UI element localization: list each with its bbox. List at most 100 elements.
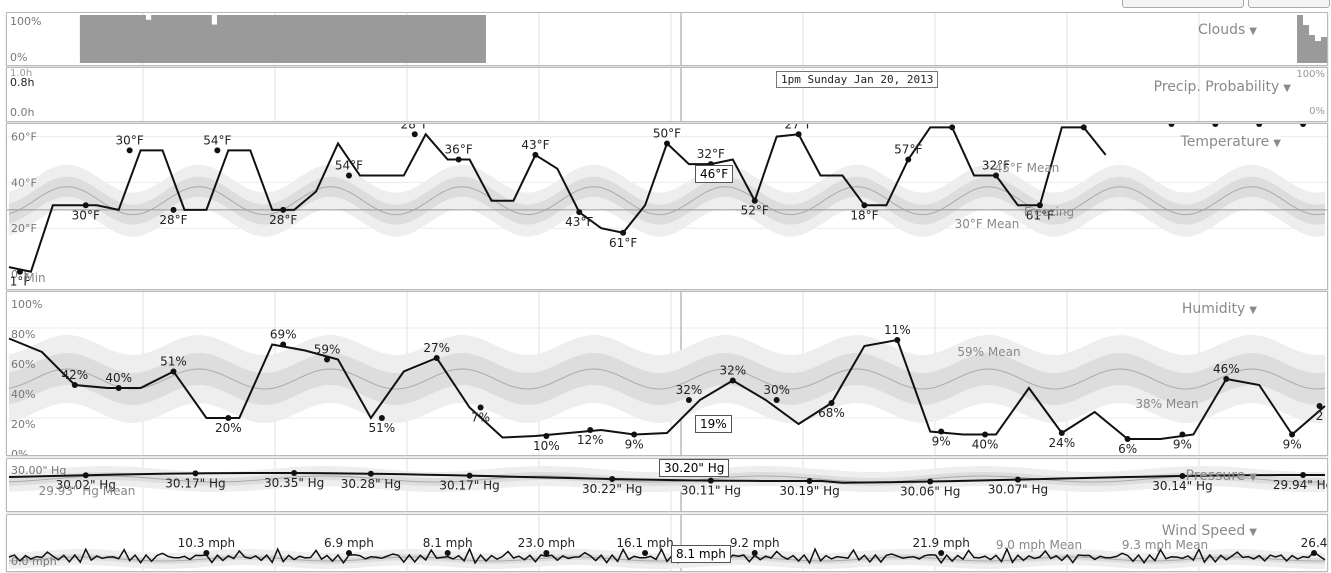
humidity-data-label: 9% — [625, 438, 644, 452]
precip-panel: Precip. Probability ▼ 1.0h 0.8h 0.0h 100%… — [6, 67, 1328, 122]
cloud-bar — [189, 15, 196, 63]
wind-data-label: 6.9 mph — [324, 536, 374, 550]
humidity-data-label: 6% — [1118, 442, 1137, 455]
clouds-title[interactable]: Clouds ▼ — [1198, 22, 1257, 38]
cloud-bar — [255, 15, 262, 63]
pressure-point — [1014, 476, 1021, 483]
humidity-point — [433, 355, 440, 361]
cloud-bar — [326, 15, 333, 63]
humidity-point — [1058, 430, 1065, 436]
precip-y-right-bottom: 0% — [1309, 106, 1325, 117]
cursor-date-label: 1pm Sunday Jan 20, 2013 — [776, 71, 939, 88]
chevron-down-icon: ▼ — [1273, 138, 1281, 149]
cloud-bar — [337, 15, 344, 63]
humidity-data-label: 59% — [314, 343, 341, 357]
wind-data-label: 23.0 mph — [518, 536, 575, 550]
cloud-bar — [249, 15, 256, 63]
wind-point — [543, 550, 550, 556]
pressure-mean-label: 29.93" Hg Mean — [39, 484, 136, 498]
temperature-data-label: 36°F — [445, 142, 473, 156]
cloud-bar — [233, 15, 240, 63]
cloud-bar — [244, 15, 251, 63]
top-right-button-2[interactable] — [1248, 0, 1330, 8]
pressure-data-label: 30.17" Hg — [165, 476, 225, 490]
wind-point — [345, 550, 352, 556]
humidity-data-label: 69% — [270, 328, 297, 342]
humidity-data-label: 32% — [719, 364, 746, 378]
temperature-point — [280, 206, 287, 213]
cloud-bar — [260, 15, 267, 63]
clouds-chart — [79, 13, 1327, 65]
temperature-point — [16, 268, 23, 275]
temperature-point — [1080, 124, 1087, 131]
humidity-point — [1124, 436, 1131, 442]
humidity-data-label: 20% — [215, 421, 242, 435]
humidity-point — [1316, 403, 1323, 409]
cloud-bar — [376, 15, 382, 63]
clouds-panel: Clouds ▼ 100% 0% — [6, 12, 1328, 66]
cloud-bar — [1315, 41, 1321, 63]
temperature-data-label: 57°F — [894, 142, 922, 156]
cloud-bar — [425, 15, 432, 63]
clouds-y-top: 100% — [10, 15, 42, 28]
range-band-outer — [9, 164, 1325, 237]
cloud-bar — [118, 15, 125, 63]
humidity-data-label: 11% — [884, 323, 911, 337]
cloud-bar — [321, 15, 327, 63]
wind-mean-label: 9.0 mph Mean — [996, 538, 1082, 552]
cloud-bar — [1297, 15, 1303, 63]
cloud-bar — [447, 15, 454, 63]
pressure-data-label: 30.11" Hg — [681, 484, 741, 498]
cloud-bar — [403, 15, 410, 63]
humidity-point — [477, 404, 484, 411]
cloud-bar — [310, 15, 316, 63]
pressure-title[interactable]: Pressure ▼ — [1185, 468, 1257, 484]
humidity-title[interactable]: Humidity ▼ — [1181, 301, 1257, 317]
humidity-point — [685, 397, 692, 403]
precip-y-right-top: 100% — [1296, 69, 1325, 80]
humidity-point — [115, 385, 122, 391]
cloud-bar — [288, 15, 295, 63]
temperature-panel: 60°F40°F20°F0°F1°F30°F30°F28°F54°F28°F54… — [6, 123, 1328, 290]
cloud-bar — [107, 15, 114, 63]
cloud-bar — [359, 15, 366, 63]
temperature-freezing-label: Freezing — [1024, 205, 1074, 219]
cloud-bar — [365, 15, 371, 63]
temperature-y-tick: 40°F — [11, 176, 37, 189]
temperature-data-label: 43°F — [565, 215, 593, 229]
temperature-point — [214, 147, 221, 154]
temperature-point — [82, 202, 89, 209]
pressure-point — [609, 476, 616, 483]
temperature-data-label: 1°F — [10, 275, 31, 289]
humidity-data-label: 12% — [577, 433, 604, 447]
pressure-point — [466, 472, 473, 479]
cloud-bar — [419, 15, 426, 63]
top-right-button[interactable] — [1122, 0, 1244, 8]
wind-title[interactable]: Wind Speed ▼ — [1161, 523, 1257, 539]
humidity-data-label: 51% — [160, 355, 187, 369]
temperature-data-label: 64°F — [1157, 124, 1185, 127]
mean-line — [8, 186, 1326, 216]
cloud-bar — [173, 15, 179, 63]
range-band-inner — [9, 176, 1325, 225]
temperature-title[interactable]: Temperature ▼ — [1180, 134, 1281, 150]
temperature-data-label: 28°F — [401, 124, 429, 131]
cloud-bar — [145, 19, 152, 63]
cloud-bar — [140, 15, 146, 63]
temperature-point — [949, 124, 956, 131]
cloud-bar — [123, 15, 130, 63]
humidity-y-tick: 40% — [11, 388, 35, 401]
chevron-down-icon: ▼ — [1249, 472, 1257, 483]
precip-title[interactable]: Precip. Probability ▼ — [1153, 79, 1291, 95]
temperature-point — [126, 147, 133, 154]
humidity-y-tick: 20% — [11, 418, 35, 431]
humidity-data-label: 30% — [763, 383, 790, 397]
temperature-point — [576, 209, 583, 216]
wind-tooltip: 8.1 mph — [671, 545, 731, 563]
cloud-bar — [1303, 25, 1309, 63]
wind-data-label: 16.1 mph — [616, 536, 673, 550]
cloud-bar — [216, 15, 223, 63]
humidity-point — [543, 433, 550, 439]
humidity-data-label: 46% — [1213, 362, 1240, 376]
